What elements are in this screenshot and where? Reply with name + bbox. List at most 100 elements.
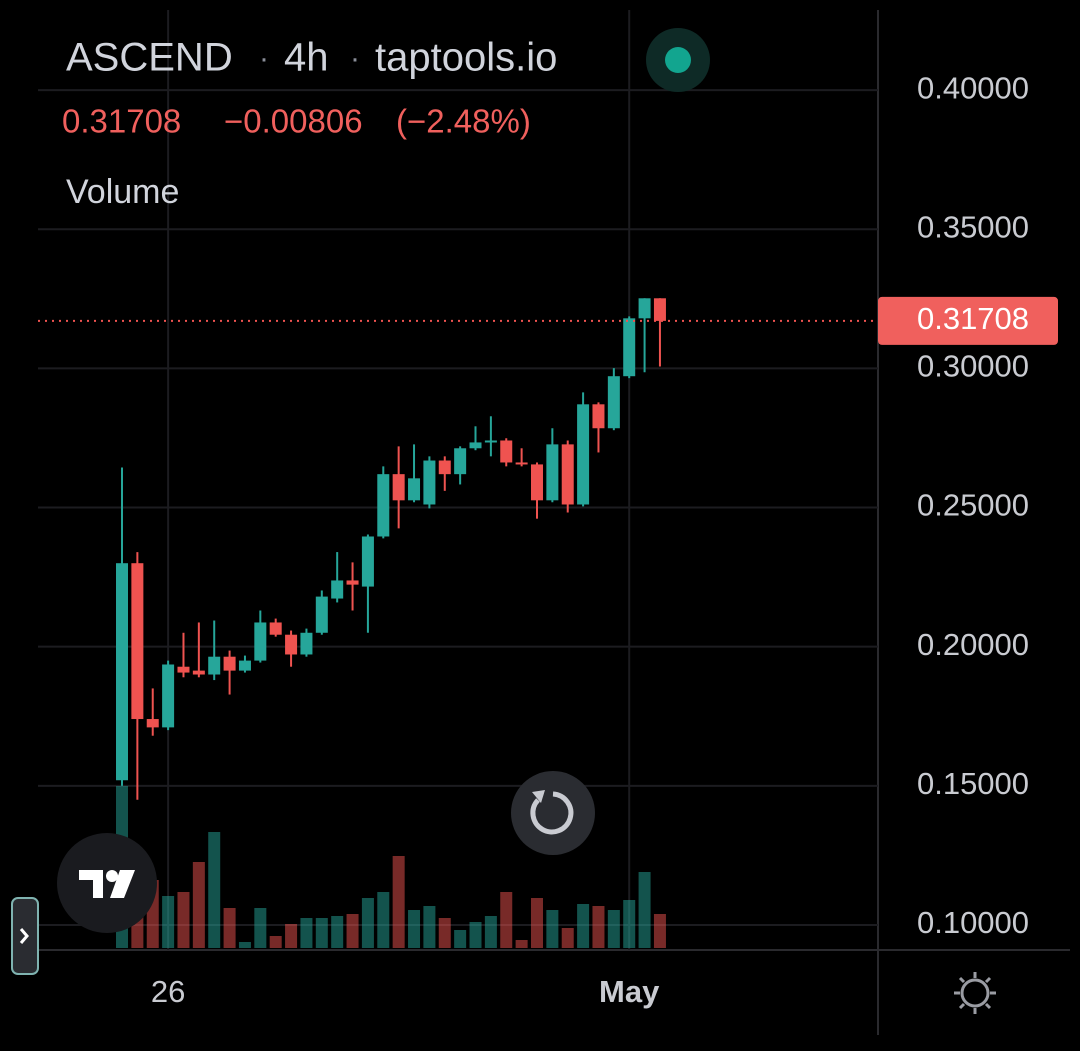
volume-bar [638, 872, 651, 948]
volume-bar [653, 914, 666, 948]
interval: 4h [284, 36, 329, 80]
candle-body [331, 580, 344, 599]
candle-body [269, 622, 282, 635]
last-price-box [878, 296, 1058, 345]
logo-v [110, 870, 135, 898]
reset-icon [530, 791, 574, 835]
candle-body [392, 474, 405, 501]
tradingview-logo[interactable] [57, 833, 157, 933]
volume-bar [162, 896, 175, 948]
y-tick-label: 0.10000 [917, 905, 1029, 940]
volume-bar [607, 910, 620, 948]
candle-body [515, 462, 528, 465]
candle-body [577, 404, 590, 505]
candle-body [623, 318, 636, 377]
candle-body [530, 464, 543, 501]
side-tab-box[interactable] [11, 897, 39, 975]
y-tick-label: 0.20000 [917, 627, 1029, 662]
volume-bar [300, 918, 313, 948]
candle-body [408, 478, 421, 501]
volume-bar [577, 904, 590, 948]
separator: · [259, 42, 269, 75]
y-tick-label: 0.25000 [917, 488, 1029, 523]
candle-body [361, 536, 374, 587]
settings-icon[interactable] [954, 972, 996, 1014]
status-dot [665, 47, 691, 73]
gear-teeth [954, 972, 996, 1014]
volume-bar [361, 898, 374, 948]
volume-bar [484, 916, 497, 948]
volume-label: Volume [66, 173, 179, 211]
candle-body [192, 670, 205, 675]
candle-body [254, 622, 267, 661]
volume-bar [238, 942, 251, 948]
volume-bar [546, 910, 559, 948]
y-tick-label: 0.30000 [917, 349, 1029, 384]
candle-body [315, 596, 328, 633]
side-tab[interactable] [11, 897, 39, 975]
candle-body [377, 474, 390, 537]
volume-bar [223, 908, 236, 948]
candle-body [177, 666, 190, 673]
volume-bar [454, 930, 467, 948]
change-percent: (−2.48%) [396, 103, 531, 140]
volume-bar [192, 862, 205, 948]
last-price: 0.31708 [62, 103, 181, 140]
gear-ring[interactable] [960, 978, 990, 1008]
reset-arrow [532, 790, 545, 803]
volume-bar [392, 856, 405, 948]
y-tick-label: 0.40000 [917, 70, 1029, 105]
last-price-label: 0.31708 [917, 301, 1029, 336]
candle-body [607, 376, 620, 429]
volume-bar [315, 918, 328, 948]
volume-bar [285, 924, 298, 948]
volume-bar [423, 906, 436, 948]
volume-bar [331, 916, 344, 948]
candle-body [438, 460, 451, 475]
candle-body [223, 656, 236, 671]
volume-bar [269, 936, 282, 948]
candle-body [300, 632, 313, 655]
volume-bar [346, 914, 359, 948]
volume-bar [208, 832, 221, 948]
candle-body [423, 460, 436, 505]
volume-bar [469, 922, 482, 948]
logo-dot [106, 870, 118, 882]
logo-t [79, 870, 103, 898]
source: taptools.io [375, 36, 557, 80]
reset-button[interactable] [511, 771, 595, 855]
candle-body [454, 448, 467, 475]
candle-body [285, 634, 298, 655]
volume-bar [438, 918, 451, 948]
candle-body [592, 404, 605, 429]
volume-bar [623, 900, 636, 948]
symbol: ASCEND [66, 36, 233, 80]
logo-circle[interactable] [57, 833, 157, 933]
candle-body [561, 444, 574, 505]
candle-body [469, 442, 482, 449]
volume-bar [592, 906, 605, 948]
x-tick-label: 26 [151, 974, 185, 1009]
candle-body [638, 298, 651, 319]
separator: · [350, 42, 360, 75]
volume-bar [254, 908, 267, 948]
candle-body [546, 444, 559, 501]
change: −0.00806 [224, 103, 363, 140]
candle-body [131, 563, 144, 720]
volume-bar [530, 898, 543, 948]
candle-body [500, 440, 513, 463]
volume-bar [177, 892, 190, 948]
candle-body [116, 563, 128, 781]
x-tick-label: May [599, 974, 660, 1009]
candle-body [238, 660, 251, 671]
side-tab-chevron [19, 928, 29, 944]
candle-body [653, 298, 666, 321]
volume-bar [561, 928, 574, 948]
candle-body [146, 719, 159, 728]
reset-circle[interactable] [511, 771, 595, 855]
volume-bar [515, 940, 528, 948]
candle-body [162, 664, 175, 728]
y-tick-label: 0.15000 [917, 766, 1029, 801]
volume-bar [500, 892, 513, 948]
